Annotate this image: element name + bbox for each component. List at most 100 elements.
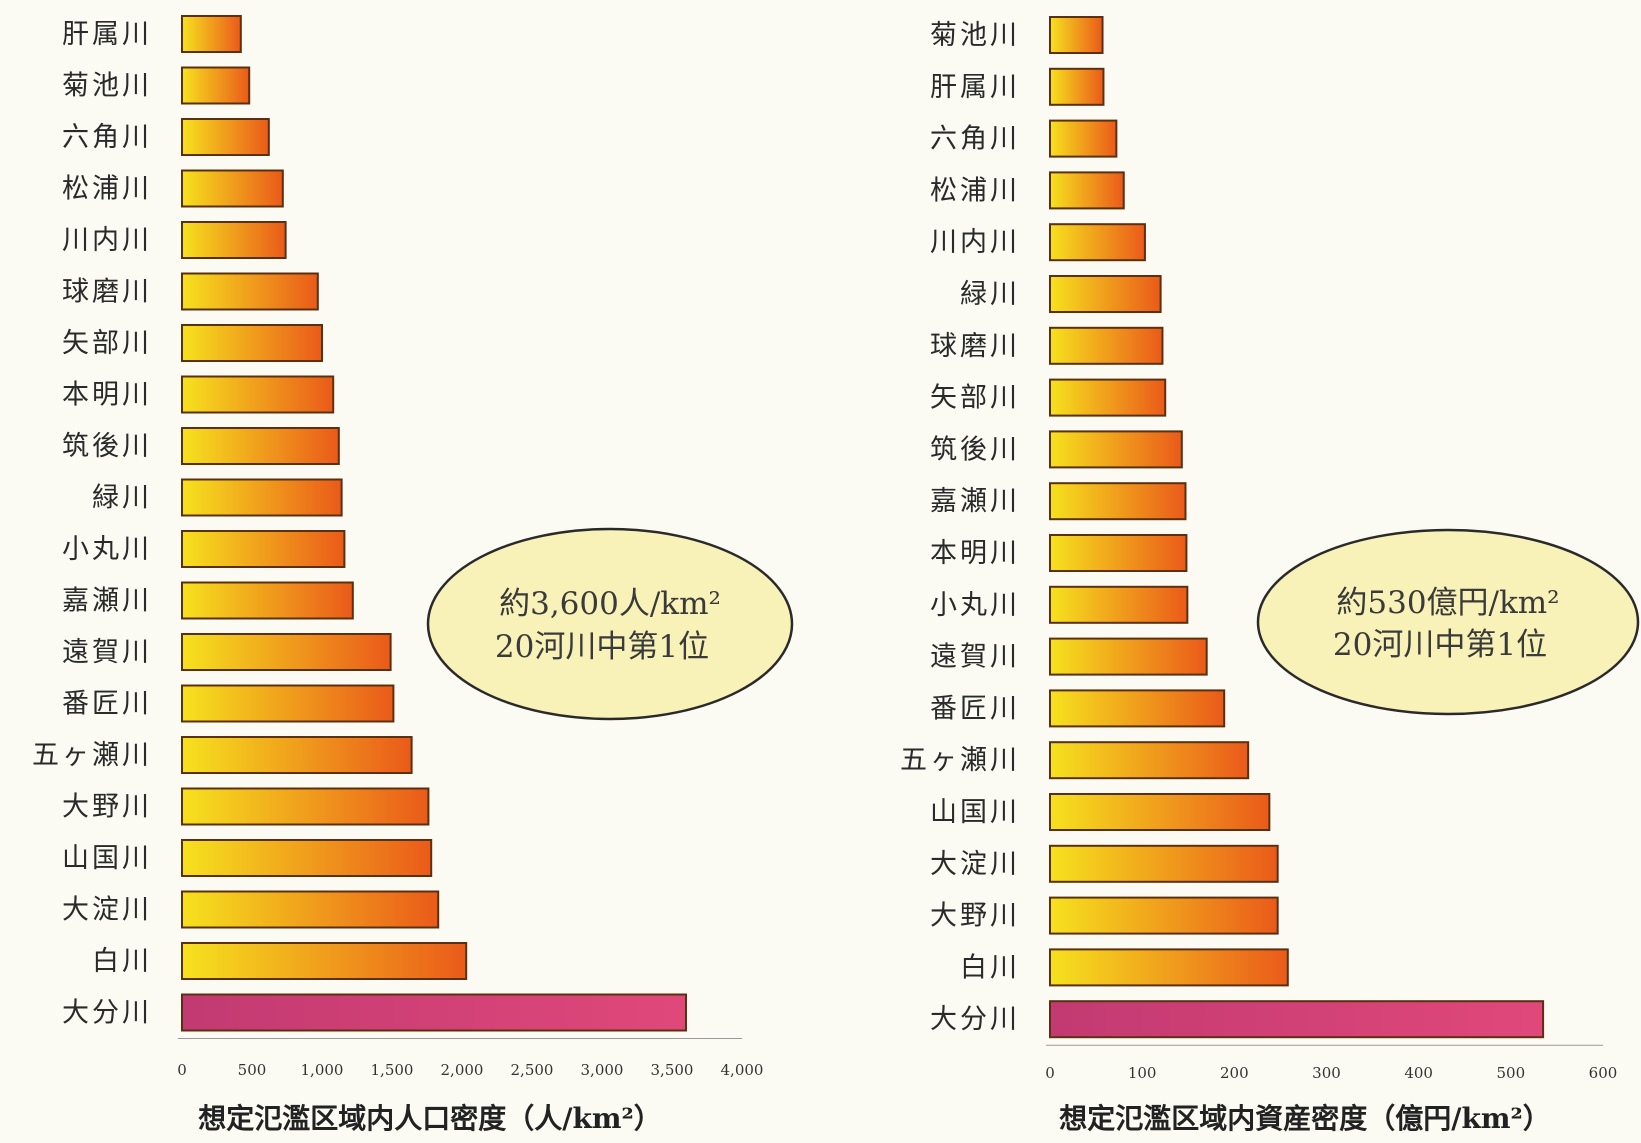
x-tick-label: 1,500 — [371, 1061, 414, 1079]
bar-六角川 — [181, 118, 270, 156]
category-label: 大分川 — [930, 1004, 1020, 1035]
category-label: 番匠川 — [930, 693, 1020, 724]
bar-大淀川 — [181, 890, 440, 929]
category-label: 菊池川 — [930, 20, 1020, 51]
bar-筑後川 — [181, 427, 340, 465]
population-density-chart: 肝属川菊池川六角川松浦川川内川球磨川矢部川本明川筑後川緑川小丸川嘉瀬川遠賀川番匠… — [32, 15, 794, 1135]
bar-山国川 — [181, 839, 433, 877]
x-tick-label: 400 — [1404, 1064, 1433, 1082]
bar-松浦川 — [1049, 171, 1125, 210]
category-label: 六角川 — [930, 124, 1020, 155]
category-label: 大野川 — [930, 901, 1020, 932]
x-tick-label: 500 — [1497, 1064, 1526, 1082]
population-density-tick-labels: 0 500 1,000 1,500 2,000 2,500 3,000 3,500 4,000 — [177, 1061, 763, 1079]
x-tick-label: 600 — [1589, 1064, 1618, 1082]
bar-大分川 — [1049, 1000, 1545, 1039]
category-label: 松浦川 — [62, 174, 152, 205]
population-density-callout-rank: 20河川中第1位 — [495, 629, 709, 665]
x-tick-label: 1,000 — [301, 1061, 344, 1079]
population-density-callout: 約3,600人/km² 20河川中第1位 — [426, 527, 794, 721]
category-label: 球磨川 — [930, 331, 1020, 362]
category-label: 矢部川 — [930, 383, 1020, 414]
x-tick-label: 2,500 — [511, 1061, 554, 1079]
population-density-callout-value: 約3,600人/km² — [499, 586, 721, 622]
category-label: 緑川 — [960, 279, 1020, 310]
category-label: 大淀川 — [62, 895, 152, 926]
bar-嘉瀬川 — [1049, 482, 1187, 521]
bar-嘉瀬川 — [181, 581, 354, 620]
category-label: 白川 — [960, 952, 1020, 983]
bar-肝属川 — [181, 15, 242, 53]
category-label: 大分川 — [62, 998, 152, 1029]
x-tick-label: 0 — [177, 1061, 187, 1079]
asset-density-tick-labels: 0 100 200 300 400 500 600 — [1045, 1064, 1617, 1082]
category-label: 球磨川 — [62, 277, 152, 308]
population-density-x-axis-title: 想定氾濫区域内人口密度（人/km²） — [198, 1102, 662, 1135]
x-tick-label: 300 — [1312, 1064, 1341, 1082]
bar-菊池川 — [1049, 16, 1104, 54]
x-tick-label: 3,500 — [651, 1061, 694, 1079]
category-label: 緑川 — [92, 483, 152, 514]
category-label: 山国川 — [62, 843, 152, 874]
category-label: 筑後川 — [930, 434, 1020, 465]
category-label: 五ヶ瀬川 — [900, 745, 1020, 776]
x-tick-label: 200 — [1220, 1064, 1249, 1082]
bar-五ヶ瀬川 — [1049, 741, 1250, 780]
asset-density-x-axis-title: 想定氾濫区域内資産密度（億円/km²） — [1059, 1102, 1551, 1135]
category-label: 嘉瀬川 — [930, 486, 1020, 517]
category-label: 肝属川 — [930, 72, 1020, 103]
category-label: 肝属川 — [62, 19, 152, 50]
population-density-bars — [181, 15, 687, 1032]
x-tick-label: 2,000 — [441, 1061, 484, 1079]
bar-川内川 — [181, 221, 287, 259]
x-tick-label: 100 — [1128, 1064, 1157, 1082]
asset-density-chart: 菊池川肝属川六角川松浦川川内川緑川球磨川矢部川筑後川嘉瀬川本明川小丸川遠賀川番匠… — [900, 16, 1640, 1135]
bar-球磨川 — [1049, 326, 1164, 365]
category-label: 川内川 — [930, 227, 1020, 258]
asset-density-bars — [1049, 16, 1545, 1039]
bar-五ヶ瀬川 — [181, 736, 413, 774]
category-label: 本明川 — [930, 538, 1020, 569]
bar-白川 — [181, 942, 468, 980]
bar-小丸川 — [181, 530, 346, 568]
population-density-callout-ellipse — [426, 527, 794, 721]
bar-緑川 — [181, 478, 343, 517]
bar-矢部川 — [181, 324, 323, 362]
category-label: 本明川 — [62, 380, 152, 411]
category-label: 大野川 — [62, 792, 152, 823]
bar-大野川 — [181, 787, 430, 826]
x-tick-label: 3,000 — [581, 1061, 624, 1079]
category-label: 大淀川 — [930, 849, 1020, 880]
bar-六角川 — [1049, 119, 1118, 158]
category-label: 小丸川 — [930, 590, 1020, 621]
category-label: 松浦川 — [930, 175, 1020, 206]
x-tick-label: 500 — [238, 1061, 267, 1079]
bar-遠賀川 — [1049, 637, 1208, 676]
bar-菊池川 — [181, 66, 251, 105]
bar-大分川 — [181, 993, 687, 1032]
bar-本明川 — [181, 375, 335, 414]
category-label: 遠賀川 — [62, 637, 152, 668]
category-label: 小丸川 — [62, 534, 152, 565]
bar-小丸川 — [1049, 585, 1189, 624]
bar-大淀川 — [1049, 844, 1279, 883]
category-label: 菊池川 — [62, 71, 152, 102]
category-label: 白川 — [92, 946, 152, 977]
x-tick-label: 4,000 — [721, 1061, 764, 1079]
category-label: 筑後川 — [62, 431, 152, 462]
bar-球磨川 — [181, 272, 319, 311]
asset-density-category-labels: 菊池川肝属川六角川松浦川川内川緑川球磨川矢部川筑後川嘉瀬川本明川小丸川遠賀川番匠… — [900, 20, 1020, 1035]
asset-density-callout-value: 約530億円/km² — [1336, 585, 1559, 621]
category-label: 矢部川 — [62, 328, 152, 359]
category-label: 川内川 — [62, 225, 152, 256]
bar-番匠川 — [181, 684, 395, 723]
bar-筑後川 — [1049, 430, 1183, 469]
x-tick-label: 0 — [1045, 1064, 1055, 1082]
category-label: 六角川 — [62, 122, 152, 153]
asset-density-callout: 約530億円/km² 20河川中第1位 — [1256, 528, 1640, 716]
bar-矢部川 — [1049, 378, 1167, 417]
category-label: 番匠川 — [62, 689, 152, 720]
bar-川内川 — [1049, 223, 1146, 262]
bar-肝属川 — [1049, 67, 1105, 106]
